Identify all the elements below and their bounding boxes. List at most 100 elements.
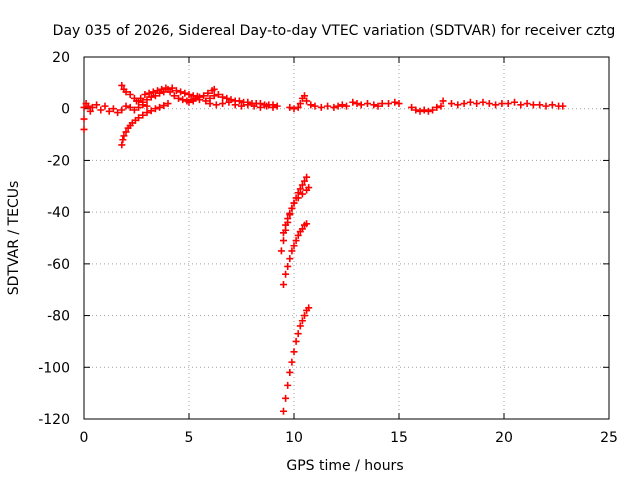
- x-axis-label: GPS time / hours: [286, 458, 403, 474]
- data-point: [280, 281, 287, 289]
- data-point: [151, 92, 159, 100]
- data-point: [147, 93, 155, 101]
- data-point: [298, 181, 306, 189]
- data-point: [286, 368, 294, 376]
- data-point: [120, 132, 128, 140]
- data-point: [212, 101, 220, 109]
- data-point: [223, 94, 231, 102]
- data-point: [149, 88, 157, 96]
- data-point: [280, 407, 287, 415]
- grid-lines: [84, 57, 609, 419]
- data-point: [118, 81, 126, 89]
- data-point: [105, 107, 113, 115]
- data-point: [172, 87, 180, 95]
- data-point: [324, 102, 332, 110]
- data-point: [130, 106, 138, 114]
- data-point: [548, 101, 556, 109]
- data-point: [317, 103, 325, 111]
- y-tick-label: -60: [47, 257, 70, 273]
- data-point: [296, 322, 304, 330]
- data-point: [139, 111, 147, 119]
- data-point: [175, 94, 182, 102]
- data-point: [391, 98, 399, 106]
- data-point: [492, 101, 500, 109]
- data-point: [303, 220, 311, 228]
- data-point: [256, 103, 264, 111]
- data-point: [185, 90, 193, 98]
- data-point: [286, 209, 294, 217]
- data-point: [364, 100, 371, 108]
- data-point: [160, 102, 168, 110]
- data-point: [303, 97, 311, 105]
- data-point: [177, 88, 185, 96]
- data-point: [135, 103, 143, 111]
- data-point: [286, 103, 294, 111]
- data-point: [504, 100, 512, 108]
- data-point: [143, 109, 151, 117]
- data-point: [145, 89, 153, 97]
- data-point: [156, 103, 164, 111]
- data-point: [454, 101, 462, 109]
- data-point: [305, 184, 313, 192]
- data-point: [141, 90, 149, 98]
- data-point: [126, 90, 134, 98]
- data-point: [301, 177, 308, 185]
- data-point: [118, 141, 126, 149]
- data-point: [412, 106, 420, 114]
- data-point: [338, 101, 346, 109]
- data-point: [288, 358, 296, 366]
- data-point: [122, 128, 130, 136]
- data-point: [143, 96, 151, 104]
- data-point: [118, 106, 126, 114]
- data-point: [305, 304, 313, 312]
- plot-frame: [83, 56, 610, 420]
- data-point: [529, 101, 537, 109]
- data-point: [416, 107, 424, 115]
- chart-title: Day 035 of 2026, Sidereal Day-to-day VTE…: [53, 23, 616, 39]
- y-tick-label: -40: [47, 205, 70, 221]
- data-point: [179, 96, 187, 104]
- y-tick-label: -20: [47, 153, 70, 169]
- x-tick-label: 10: [285, 430, 303, 446]
- data-point: [80, 125, 88, 133]
- data-point: [288, 247, 296, 255]
- data-point: [168, 84, 176, 92]
- data-point: [133, 97, 140, 105]
- data-point: [185, 98, 193, 106]
- data-point: [238, 102, 245, 110]
- data-point: [86, 107, 94, 115]
- y-tick-label: 20: [52, 50, 70, 66]
- data-point: [433, 103, 441, 111]
- data-point: [97, 106, 105, 114]
- data-point: [204, 89, 212, 97]
- data-point: [284, 215, 292, 223]
- data-point: [122, 102, 130, 110]
- data-point: [88, 103, 96, 111]
- data-point: [80, 115, 88, 123]
- data-point: [542, 102, 550, 110]
- data-point: [473, 100, 481, 108]
- x-tick-label: 15: [390, 430, 408, 446]
- data-point: [286, 255, 294, 263]
- data-point: [294, 330, 302, 338]
- data-point: [101, 102, 109, 110]
- data-point: [214, 90, 222, 98]
- data-point: [296, 185, 304, 193]
- data-point: [250, 102, 258, 110]
- data-point: [280, 237, 287, 245]
- data-point: [298, 190, 306, 198]
- data-point: [420, 106, 428, 114]
- data-point: [210, 85, 218, 93]
- data-point: [219, 93, 227, 101]
- data-point: [273, 102, 281, 110]
- data-point: [288, 204, 296, 212]
- data-point: [280, 229, 287, 237]
- x-tick-label: 25: [600, 430, 618, 446]
- data-point: [303, 173, 311, 181]
- data-point: [485, 100, 493, 108]
- y-tick-label: -80: [47, 309, 70, 325]
- data-point: [301, 312, 308, 320]
- data-point: [282, 394, 290, 402]
- data-point: [269, 103, 277, 111]
- data-point: [523, 100, 531, 108]
